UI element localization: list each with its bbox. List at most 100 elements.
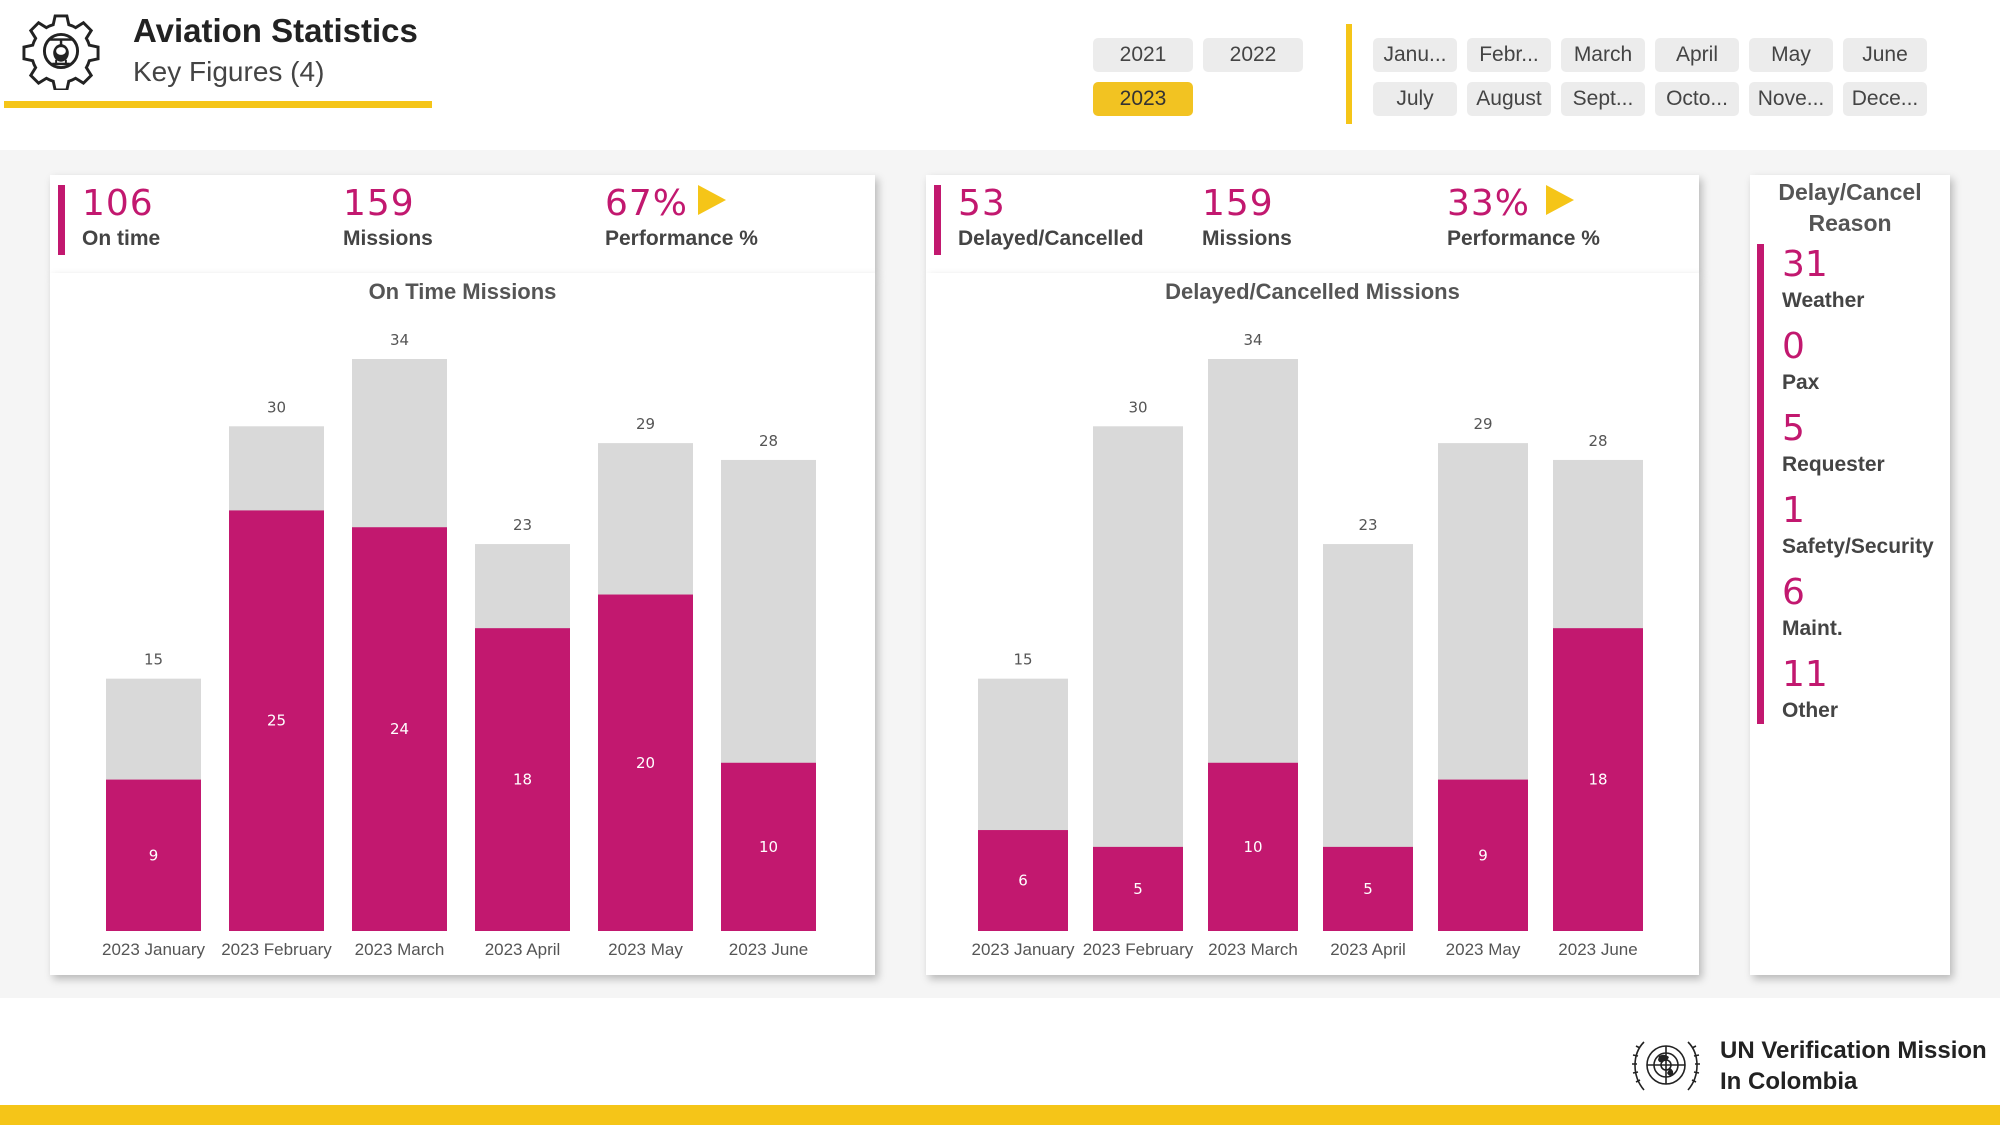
total-data-label: 30 bbox=[1128, 398, 1147, 416]
on-time-bar[interactable] bbox=[721, 762, 816, 931]
reason-label: Other bbox=[1782, 699, 1839, 722]
total-data-label: 23 bbox=[1358, 516, 1377, 534]
on-time-missions-count: 159 bbox=[343, 183, 415, 224]
delayed-bar[interactable] bbox=[1438, 779, 1528, 931]
month-option[interactable]: August bbox=[1467, 82, 1551, 116]
reason-count: 0 bbox=[1782, 326, 1805, 367]
on-time-bar[interactable] bbox=[475, 628, 570, 931]
chart-title: On Time Missions bbox=[368, 279, 557, 304]
delayed-performance-label: Performance % bbox=[1447, 227, 1600, 250]
reason-label: Weather bbox=[1782, 289, 1865, 312]
on-time-missions-label: Missions bbox=[343, 227, 433, 250]
x-axis-tick-label: 2023 April bbox=[485, 940, 561, 959]
month-option[interactable]: Febr... bbox=[1467, 38, 1551, 72]
x-axis-tick-label: 2023 March bbox=[1208, 940, 1298, 959]
app-subtitle: Key Figures (4) bbox=[133, 56, 325, 87]
on-time-bar[interactable] bbox=[229, 510, 324, 931]
month-option[interactable]: April bbox=[1655, 38, 1739, 72]
delayed-label: Delayed/Cancelled bbox=[958, 227, 1144, 250]
kpi-accent-bar bbox=[934, 185, 941, 255]
year-option-2022[interactable]: 2022 bbox=[1203, 38, 1303, 72]
total-data-label: 34 bbox=[390, 331, 409, 349]
delay-reason-card bbox=[1750, 175, 1950, 975]
x-axis-tick-label: 2023 March bbox=[355, 940, 445, 959]
delay-reason-title: Delay/Cancel Reason bbox=[1778, 179, 1922, 236]
total-data-label: 28 bbox=[759, 432, 778, 450]
on-time-kpi-card: 106 On time 159 Missions 67% Performance… bbox=[50, 175, 875, 273]
organization-name: UN Verification Mission In Colombia bbox=[1720, 1035, 1987, 1097]
value-data-label: 18 bbox=[1588, 771, 1607, 789]
month-option[interactable]: June bbox=[1843, 38, 1927, 72]
month-option[interactable]: Dece... bbox=[1843, 82, 1927, 116]
value-data-label: 9 bbox=[1478, 846, 1488, 864]
x-axis-tick-label: 2023 May bbox=[1446, 940, 1521, 959]
year-option-2021[interactable]: 2021 bbox=[1093, 38, 1193, 72]
month-option[interactable]: Janu... bbox=[1373, 38, 1457, 72]
delayed-bar-chart: 15 6 2023 January 30 5 2023 February 34 10 2023 … bbox=[971, 331, 1643, 959]
delayed-bar[interactable] bbox=[1093, 846, 1183, 931]
un-emblem-icon bbox=[1632, 1041, 1700, 1091]
x-axis-tick-label: 2023 February bbox=[1083, 940, 1194, 959]
chart-title: Delayed/Cancelled Missions bbox=[1165, 279, 1460, 304]
app-title: Aviation Statistics bbox=[133, 12, 418, 49]
org-line-2: In Colombia bbox=[1720, 1068, 1858, 1095]
on-time-performance-label: Performance % bbox=[605, 227, 758, 250]
reason-count: 6 bbox=[1782, 572, 1805, 613]
kpi-accent-bar bbox=[58, 185, 65, 255]
delayed-bar[interactable] bbox=[1323, 846, 1413, 931]
year-option-2023[interactable]: 2023 bbox=[1093, 82, 1193, 116]
x-axis-tick-label: 2023 January bbox=[102, 940, 206, 959]
on-time-performance-value: 67% bbox=[605, 183, 689, 224]
month-option[interactable]: July bbox=[1373, 82, 1457, 116]
reason-accent-bar bbox=[1757, 244, 1764, 724]
on-time-count: 106 bbox=[82, 183, 154, 224]
header: Aviation Statistics Key Figures (4) 2021… bbox=[0, 0, 2000, 150]
x-axis-tick-label: 2023 May bbox=[608, 940, 683, 959]
value-data-label: 5 bbox=[1363, 880, 1373, 898]
on-time-bar[interactable] bbox=[106, 779, 201, 931]
x-axis-tick-label: 2023 June bbox=[729, 940, 808, 959]
total-data-label: 29 bbox=[636, 415, 655, 433]
total-data-label: 15 bbox=[144, 651, 163, 669]
month-option[interactable]: Nove... bbox=[1749, 82, 1833, 116]
reason-label: Requester bbox=[1782, 453, 1885, 476]
month-option[interactable]: Octo... bbox=[1655, 82, 1739, 116]
month-option[interactable]: Sept... bbox=[1561, 82, 1645, 116]
x-axis-tick-label: 2023 April bbox=[1330, 940, 1406, 959]
month-option[interactable]: March bbox=[1561, 38, 1645, 72]
reason-count: 31 bbox=[1782, 244, 1828, 285]
play-icon bbox=[698, 185, 726, 215]
value-data-label: 24 bbox=[390, 720, 409, 738]
value-data-label: 10 bbox=[1243, 838, 1262, 856]
x-axis-tick-label: 2023 February bbox=[221, 940, 332, 959]
delayed-performance-value: 33% bbox=[1447, 183, 1531, 224]
reason-label: Safety/Security bbox=[1782, 535, 1934, 558]
total-data-label: 34 bbox=[1243, 331, 1262, 349]
value-data-label: 20 bbox=[636, 754, 655, 772]
delayed-count: 53 bbox=[958, 183, 1006, 224]
delayed-kpi-card: 53 Delayed/Cancelled 159 Missions 33% Pe… bbox=[926, 175, 1699, 273]
helicopter-gear-icon bbox=[22, 14, 100, 90]
on-time-chart-card: On Time Missions 15 9 2023 January 30 25 2023… bbox=[50, 273, 875, 975]
on-time-bar[interactable] bbox=[352, 527, 447, 931]
on-time-label: On time bbox=[82, 227, 161, 250]
footer-accent-bar bbox=[0, 1105, 2000, 1125]
delayed-bar[interactable] bbox=[1553, 628, 1643, 931]
title-underline bbox=[4, 101, 432, 108]
value-data-label: 6 bbox=[1018, 872, 1028, 890]
delayed-bar[interactable] bbox=[1208, 762, 1298, 931]
delayed-bar[interactable] bbox=[978, 830, 1068, 931]
month-option[interactable]: May bbox=[1749, 38, 1833, 72]
x-axis-tick-label: 2023 January bbox=[971, 940, 1075, 959]
total-data-label: 23 bbox=[513, 516, 532, 534]
x-axis-tick-label: 2023 June bbox=[1558, 940, 1637, 959]
on-time-bar[interactable] bbox=[598, 594, 693, 931]
delayed-missions-count: 159 bbox=[1202, 183, 1274, 224]
value-data-label: 10 bbox=[759, 838, 778, 856]
reason-label: Pax bbox=[1782, 371, 1820, 394]
delayed-missions-label: Missions bbox=[1202, 227, 1292, 250]
total-data-label: 29 bbox=[1473, 415, 1492, 433]
total-data-label: 30 bbox=[267, 398, 286, 416]
value-data-label: 5 bbox=[1133, 880, 1143, 898]
